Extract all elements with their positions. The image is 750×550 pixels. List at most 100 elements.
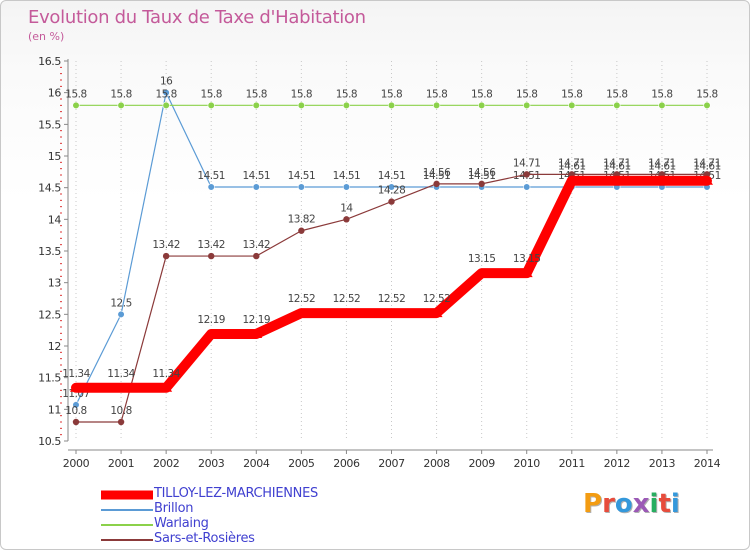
- data-label: 15.8: [696, 88, 717, 100]
- data-label: 14.51: [333, 170, 361, 182]
- x-tick-label: 2011: [559, 457, 585, 470]
- data-label: 15.8: [561, 88, 582, 100]
- data-point: [162, 89, 170, 97]
- data-label: 12.52: [288, 293, 316, 305]
- data-point: [72, 418, 80, 426]
- x-tick-label: 2006: [333, 457, 360, 470]
- chart-legend: TILLOY-LEZ-MARCHIENNES Brillon Warlaing Sar…: [101, 486, 421, 547]
- data-label: 15.8: [155, 88, 176, 100]
- data-label: 15.8: [426, 88, 447, 100]
- data-label: 15.8: [291, 88, 312, 100]
- legend-label: Brillon: [154, 501, 194, 516]
- data-label: 12.52: [423, 293, 451, 305]
- data-label: 14.61: [693, 161, 721, 173]
- data-label: 14: [340, 202, 353, 214]
- data-label: 14.56: [423, 167, 451, 179]
- y-tick-label: 13: [48, 277, 62, 290]
- x-tick-label: 2002: [153, 457, 179, 470]
- y-tick-label: 10.5: [38, 435, 61, 448]
- data-point: [610, 175, 623, 185]
- data-point: [343, 216, 350, 223]
- legend-label: Sars-et-Rosières: [154, 531, 255, 546]
- data-label: 15.8: [471, 88, 492, 100]
- data-point: [253, 252, 260, 260]
- data-label: 15.8: [381, 88, 402, 100]
- x-tick-label: 2001: [108, 457, 134, 470]
- data-point: [297, 183, 305, 191]
- data-point: [340, 308, 353, 318]
- data-label: 12.5: [110, 297, 131, 309]
- data-label: 14.71: [648, 157, 676, 169]
- data-label: 13.42: [152, 239, 180, 251]
- data-label: 15.8: [606, 88, 627, 100]
- data-label: 16: [160, 76, 173, 88]
- series-tilloy-lez-marchiennes: 11.34 11.34 11.34 12.19 12.19 12.52 12.52 12.52…: [62, 161, 721, 393]
- data-point: [520, 268, 533, 278]
- data-label: 14.51: [468, 170, 496, 182]
- x-tick-label: 2003: [198, 457, 225, 470]
- data-point: [162, 101, 170, 109]
- data-point: [430, 308, 443, 318]
- data-label: 14.28: [378, 185, 406, 197]
- proxiti-logo: Proxiti: [583, 489, 680, 519]
- data-label: 11.34: [152, 368, 180, 380]
- data-label: 14.61: [648, 161, 676, 173]
- chart-title: Evolution du Taux de Taxe d'Habitation: [28, 7, 366, 28]
- data-point: [703, 101, 711, 109]
- data-point: [523, 183, 531, 191]
- data-label: 15.8: [65, 88, 86, 100]
- x-tick-label: 2007: [378, 457, 405, 470]
- data-label: 13.15: [513, 253, 541, 265]
- legend-item: Brillon: [101, 501, 421, 517]
- data-point: [523, 101, 531, 109]
- data-label: 15.8: [246, 88, 267, 100]
- x-tick-label: 2014: [694, 457, 721, 470]
- series-warlaing: 15.8 15.8 15.8 15.8 15.8 15.8 15.8 15.8 15.8 15.8…: [65, 88, 718, 109]
- data-label: 12.52: [378, 293, 406, 305]
- data-label: 13.42: [197, 239, 225, 251]
- y-tick-label: 14.5: [38, 182, 61, 195]
- legend-item: Warlaing: [101, 516, 421, 532]
- data-point: [475, 268, 488, 278]
- data-point: [70, 382, 82, 392]
- data-point: [523, 171, 530, 178]
- data-point: [342, 183, 351, 191]
- data-point: [432, 101, 441, 109]
- y-tick-label: 15: [48, 150, 62, 163]
- x-tick-label: 2008: [423, 457, 450, 470]
- data-point: [655, 175, 668, 185]
- y-tick-label: 12: [48, 340, 61, 353]
- legend-swatch: [101, 523, 153, 526]
- data-point: [162, 252, 170, 260]
- data-point: [252, 183, 260, 191]
- data-point: [207, 101, 215, 109]
- data-label: 14.51: [378, 170, 406, 182]
- data-label: 13.82: [288, 214, 316, 226]
- series-line: [71, 175, 712, 393]
- data-label: 14.71: [603, 157, 631, 169]
- y-tick-label: 12.5: [38, 308, 61, 321]
- data-label: 14.61: [603, 161, 631, 173]
- legend-swatch: [101, 490, 153, 499]
- data-label: 15.8: [201, 88, 222, 100]
- y-tick-label: 11: [48, 403, 61, 416]
- data-point: [478, 180, 485, 188]
- data-point: [385, 308, 398, 318]
- legend-item: Sars-et-Rosières: [101, 531, 421, 547]
- data-point: [387, 101, 396, 109]
- logo-letter: i: [670, 489, 680, 519]
- data-label: 14.61: [558, 161, 586, 173]
- data-point: [298, 227, 305, 234]
- data-label: 14.51: [197, 170, 225, 182]
- data-label: 13.42: [243, 239, 271, 251]
- data-label: 14.51: [423, 170, 451, 182]
- data-point: [388, 198, 395, 205]
- data-point: [433, 180, 440, 188]
- data-point: [658, 101, 666, 109]
- x-tick-label: 2005: [288, 457, 315, 470]
- legend-item: TILLOY-LEZ-MARCHIENNES: [101, 486, 421, 502]
- data-label: 15.8: [516, 88, 537, 100]
- data-point: [205, 328, 218, 338]
- data-point: [207, 183, 215, 191]
